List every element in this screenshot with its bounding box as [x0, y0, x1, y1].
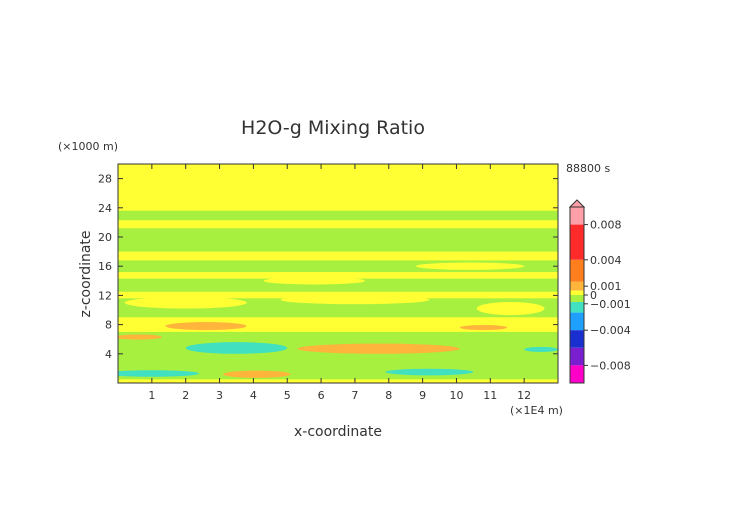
x-tick-label: 2 [182, 389, 189, 402]
x-tick-label: 12 [517, 389, 531, 402]
colorbar-band [570, 290, 584, 295]
colorbar-tick-label: 0.001 [590, 280, 622, 293]
colorbar-tick-label: 0 [590, 289, 597, 302]
colorbar-band [570, 281, 584, 291]
contour-region [118, 210, 558, 221]
colorbar-band [570, 302, 584, 313]
contour-region [459, 324, 508, 331]
colorbar-band [570, 224, 584, 260]
time-label: 88800 s [566, 162, 610, 175]
contour-region [297, 343, 460, 354]
colorbar-band [570, 330, 584, 348]
x-tick-label: 5 [284, 389, 291, 402]
contour-regions [118, 164, 558, 383]
contour-region [118, 228, 558, 252]
y-tick-label: 12 [98, 289, 112, 302]
y-tick-label: 24 [98, 202, 112, 215]
y-axis-label: z-coordinate [78, 230, 94, 317]
x-axis-ticks: 1 2 3 4 5 6 7 8 9 10 11 12 [148, 164, 531, 402]
contour-region [185, 342, 288, 354]
colorbar-tick-label: 0.004 [590, 254, 622, 267]
x-tick-label: 10 [449, 389, 463, 402]
chart-title: H2O-g Mixing Ratio [241, 117, 425, 139]
x-axis-label: x-coordinate [294, 424, 382, 440]
colorbar-tick-label: −0.004 [590, 324, 631, 337]
x-tick-label: 6 [318, 389, 325, 402]
colorbar-over-arrow [568, 199, 586, 208]
x-tick-label: 8 [385, 389, 392, 402]
colorbar-band [570, 347, 584, 366]
contour-region [118, 278, 558, 292]
contour-region [222, 370, 291, 378]
contour-region [415, 262, 525, 270]
colorbar-band [570, 312, 584, 331]
y-tick-label: 28 [98, 173, 112, 186]
y-tick-label: 20 [98, 231, 112, 244]
x-tick-label: 1 [148, 389, 155, 402]
contour-region [476, 301, 545, 316]
x-tick-label: 9 [419, 389, 426, 402]
colorbar-band [570, 259, 584, 282]
y-tick-label: 8 [105, 319, 112, 332]
contour-region [524, 346, 558, 352]
y-tick-label: 4 [105, 348, 112, 361]
colorbar-band [570, 365, 584, 383]
plot-frame [117, 163, 559, 384]
y-tick-label: 16 [98, 260, 112, 273]
x-tick-label: 7 [351, 389, 358, 402]
contour-region [385, 368, 474, 376]
contour-region [118, 260, 558, 273]
contour-region [263, 277, 366, 285]
colorbar-tick-label: −0.008 [590, 359, 631, 372]
x-tick-label: 4 [250, 389, 257, 402]
contour-region [165, 322, 247, 331]
x-unit-label: (×1E4 m) [510, 404, 563, 417]
colorbar-tick-label: −0.001 [590, 298, 631, 311]
contour-region [124, 296, 247, 309]
colorbar-band [570, 295, 584, 303]
y-axis-ticks: 4 8 12 16 20 24 28 [98, 173, 558, 361]
y-unit-label: (×1000 m) [58, 140, 118, 153]
colorbar-tick-label: 0.008 [590, 219, 622, 232]
x-tick-label: 11 [483, 389, 497, 402]
contour-region [118, 334, 162, 340]
x-tick-label: 3 [216, 389, 223, 402]
contour-region [280, 295, 430, 305]
contour-region [118, 370, 200, 377]
contour-region [118, 331, 558, 380]
colorbar-band [570, 207, 584, 225]
